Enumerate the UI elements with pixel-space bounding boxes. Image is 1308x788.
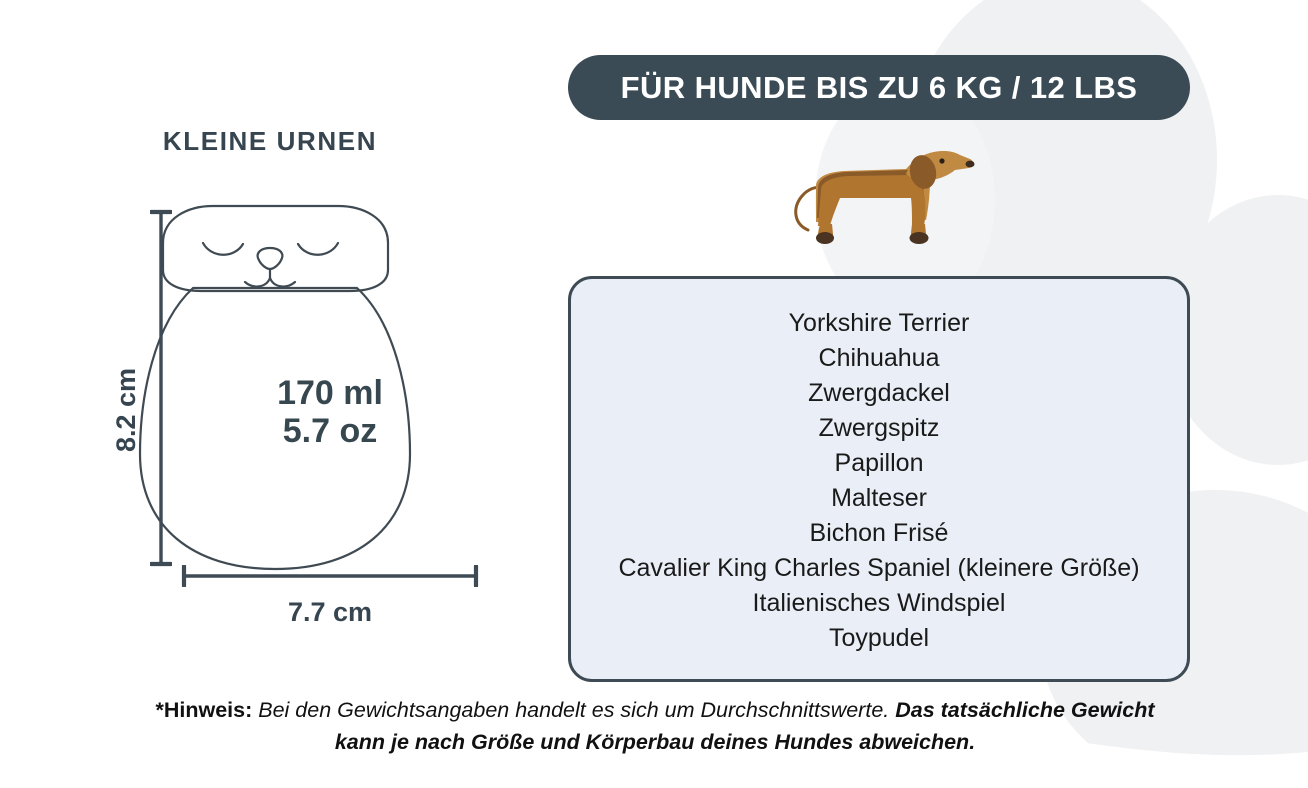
volume-capacity: 170 ml 5.7 oz [190,374,470,450]
disclaimer-normal: Bei den Gewichtsangaben handelt es sich … [252,698,896,722]
width-label: 7.7 cm [287,597,373,627]
disclaimer-note: *Hinweis: Bei den Gewichtsangaben handel… [150,694,1160,758]
breed-item: Yorkshire Terrier [788,309,970,337]
height-dimension-line [150,209,172,567]
dog-paw-rear [816,232,834,244]
height-label: 8.2 cm [110,367,141,453]
page-title: KLEINE URNEN [162,126,378,156]
breed-item: Italienisches Windspiel [752,589,1006,617]
dachshund-illustration-icon [794,151,975,244]
breed-item: Toypudel [828,624,930,652]
dog-paw-front [909,232,929,244]
banner-label: FÜR HUNDE BIS ZU 6 KG / 12 LBS [620,69,1138,105]
dog-eye [939,158,945,164]
volume-ml: 170 ml [277,374,383,412]
cat-urn-outline-icon [138,204,412,571]
breed-item: Cavalier King Charles Spaniel (kleinere … [618,554,1140,582]
weight-range-banner: FÜR HUNDE BIS ZU 6 KG / 12 LBS [568,55,1190,120]
disclaimer-prefix: *Hinweis: [155,698,253,722]
volume-oz: 5.7 oz [282,412,378,451]
breed-list-box: Yorkshire Terrier Chihuahua Zwergdackel … [568,276,1190,682]
breed-item: Bichon Frisé [809,519,949,547]
breed-item: Zwergspitz [818,414,940,442]
width-dimension-line [181,565,479,587]
breed-item: Chihuahua [818,344,940,372]
urn-panel: KLEINE URNEN [0,0,540,700]
breed-item: Zwergdackel [808,379,950,407]
breed-item: Papillon [834,449,924,477]
breed-item: Malteser [831,484,927,512]
